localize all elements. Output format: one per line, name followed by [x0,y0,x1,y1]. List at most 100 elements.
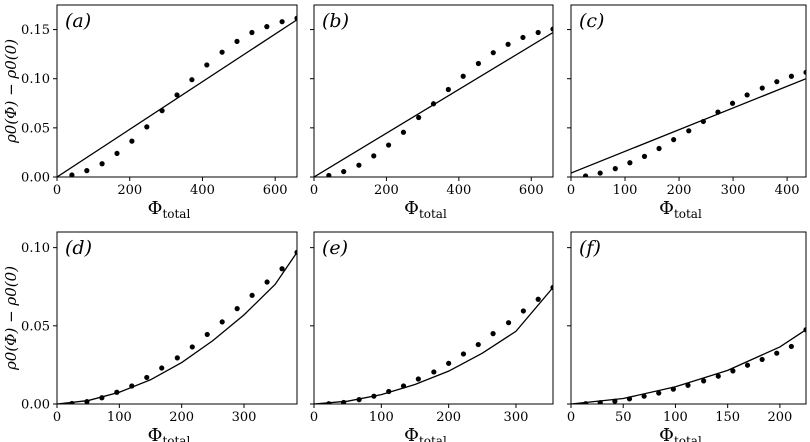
panel-5: 0 100 200 300 Φtotal (e) [310,231,554,442]
x-tick-label: 0 [310,410,318,425]
x-axis-label-sub: total [162,434,190,442]
data-point [788,343,794,350]
data-point [535,29,541,36]
data-point [129,138,135,144]
x-tick-label: 100 [107,410,132,425]
data-point [279,266,285,272]
fit-line [571,329,806,404]
x-tick-label: 200 [117,183,142,198]
data-point [204,62,210,68]
data-point [475,341,481,348]
data-point [416,114,422,121]
data-point [700,118,706,125]
data-point [656,390,662,396]
data-point [446,360,452,366]
data-point [174,355,180,361]
data-point [264,24,270,30]
data-point [219,319,225,325]
fit-line [314,287,553,404]
data-point [582,173,589,177]
panel-label: (c) [579,10,604,32]
data-point [189,344,195,350]
panel-label: (b) [322,10,349,32]
data-point [701,378,707,384]
data-point [84,399,90,404]
y-tick-label: 0.10 [21,241,50,256]
x-tick-label: 400 [775,183,800,198]
data-point [430,101,437,107]
data-point [550,284,553,291]
data-point [641,153,648,159]
x-tick-label: 100 [663,410,688,425]
data-point [460,73,466,79]
panel-6: 0 50 100 150 200 Φtotal (f) [567,231,807,442]
fit-line [57,251,297,404]
data-point [490,50,496,56]
data-point [685,382,691,388]
data-point [129,383,135,389]
data-point [326,401,332,404]
data-point [114,389,120,395]
data-point [774,350,780,356]
panel-3: 0 100 200 300 400 Φtotal (c) [567,4,807,221]
x-axis-label: Φtotal [659,198,702,221]
panel-label: (f) [579,237,601,259]
panel-4: 0 100 200 300 0.00 0.05 0.10 Φtotal ρ0(Φ) − ρ0(0… [2,231,298,442]
panel-1: 0 200 400 600 0.00 0.05 0.10 0.15 Φtotal ρ0(Φ) − … [2,4,298,221]
x-tick-label: 150 [715,410,740,425]
fit-line [571,78,806,174]
data-point [803,327,806,333]
data-point [715,109,721,115]
data-point [505,320,512,326]
data-point [788,73,795,79]
data-point [715,373,721,379]
x-tick-label: 100 [613,183,638,198]
x-axis-label-main: Φ [148,198,163,219]
data-point [431,369,437,375]
panel-label: (e) [322,237,348,259]
x-tick-label: 200 [169,410,194,425]
x-tick-label: 200 [667,183,692,198]
data-point [341,399,347,404]
panel-label: (d) [65,237,92,259]
y-tick-label: 0.00 [21,398,50,413]
axes-frame [570,231,807,405]
data-point [249,29,255,36]
axes-frame [313,4,554,178]
y-tick-label: 0.10 [21,72,50,87]
data-point [84,168,90,174]
data-point [597,400,603,404]
x-tick-label: 200 [374,183,399,198]
x-tick-label: 0 [53,183,61,198]
data-point [612,398,618,404]
x-tick-label: 300 [504,410,529,425]
data-point [279,19,285,25]
y-axis-label: ρ0(Φ) − ρ0(0) [2,39,20,144]
data-point [341,168,347,175]
data-point [400,129,407,135]
y-tick-label: 0.05 [21,319,50,334]
data-point [535,296,541,302]
data-point [400,383,407,389]
x-axis-label-main: Φ [404,425,419,442]
x-axis-label: Φtotal [404,425,447,442]
data-point [641,393,647,399]
y-tick-label: 0.15 [21,23,50,38]
x-axis-label: Φtotal [404,198,447,221]
data-point [490,331,496,337]
data-point [597,170,603,176]
data-point [264,279,270,285]
data-point [670,386,676,392]
x-tick-label: 300 [721,183,746,198]
x-axis-label-main: Φ [148,425,163,442]
x-tick-label: 600 [263,183,288,198]
x-tick-label: 100 [369,410,394,425]
data-point [294,15,297,21]
data-point [803,69,806,75]
data-point [744,92,750,98]
x-tick-label: 0 [567,183,575,198]
data-point [204,331,210,338]
data-point [386,388,392,395]
x-axis-label-sub: total [674,207,702,221]
x-tick-label: 600 [519,183,544,198]
